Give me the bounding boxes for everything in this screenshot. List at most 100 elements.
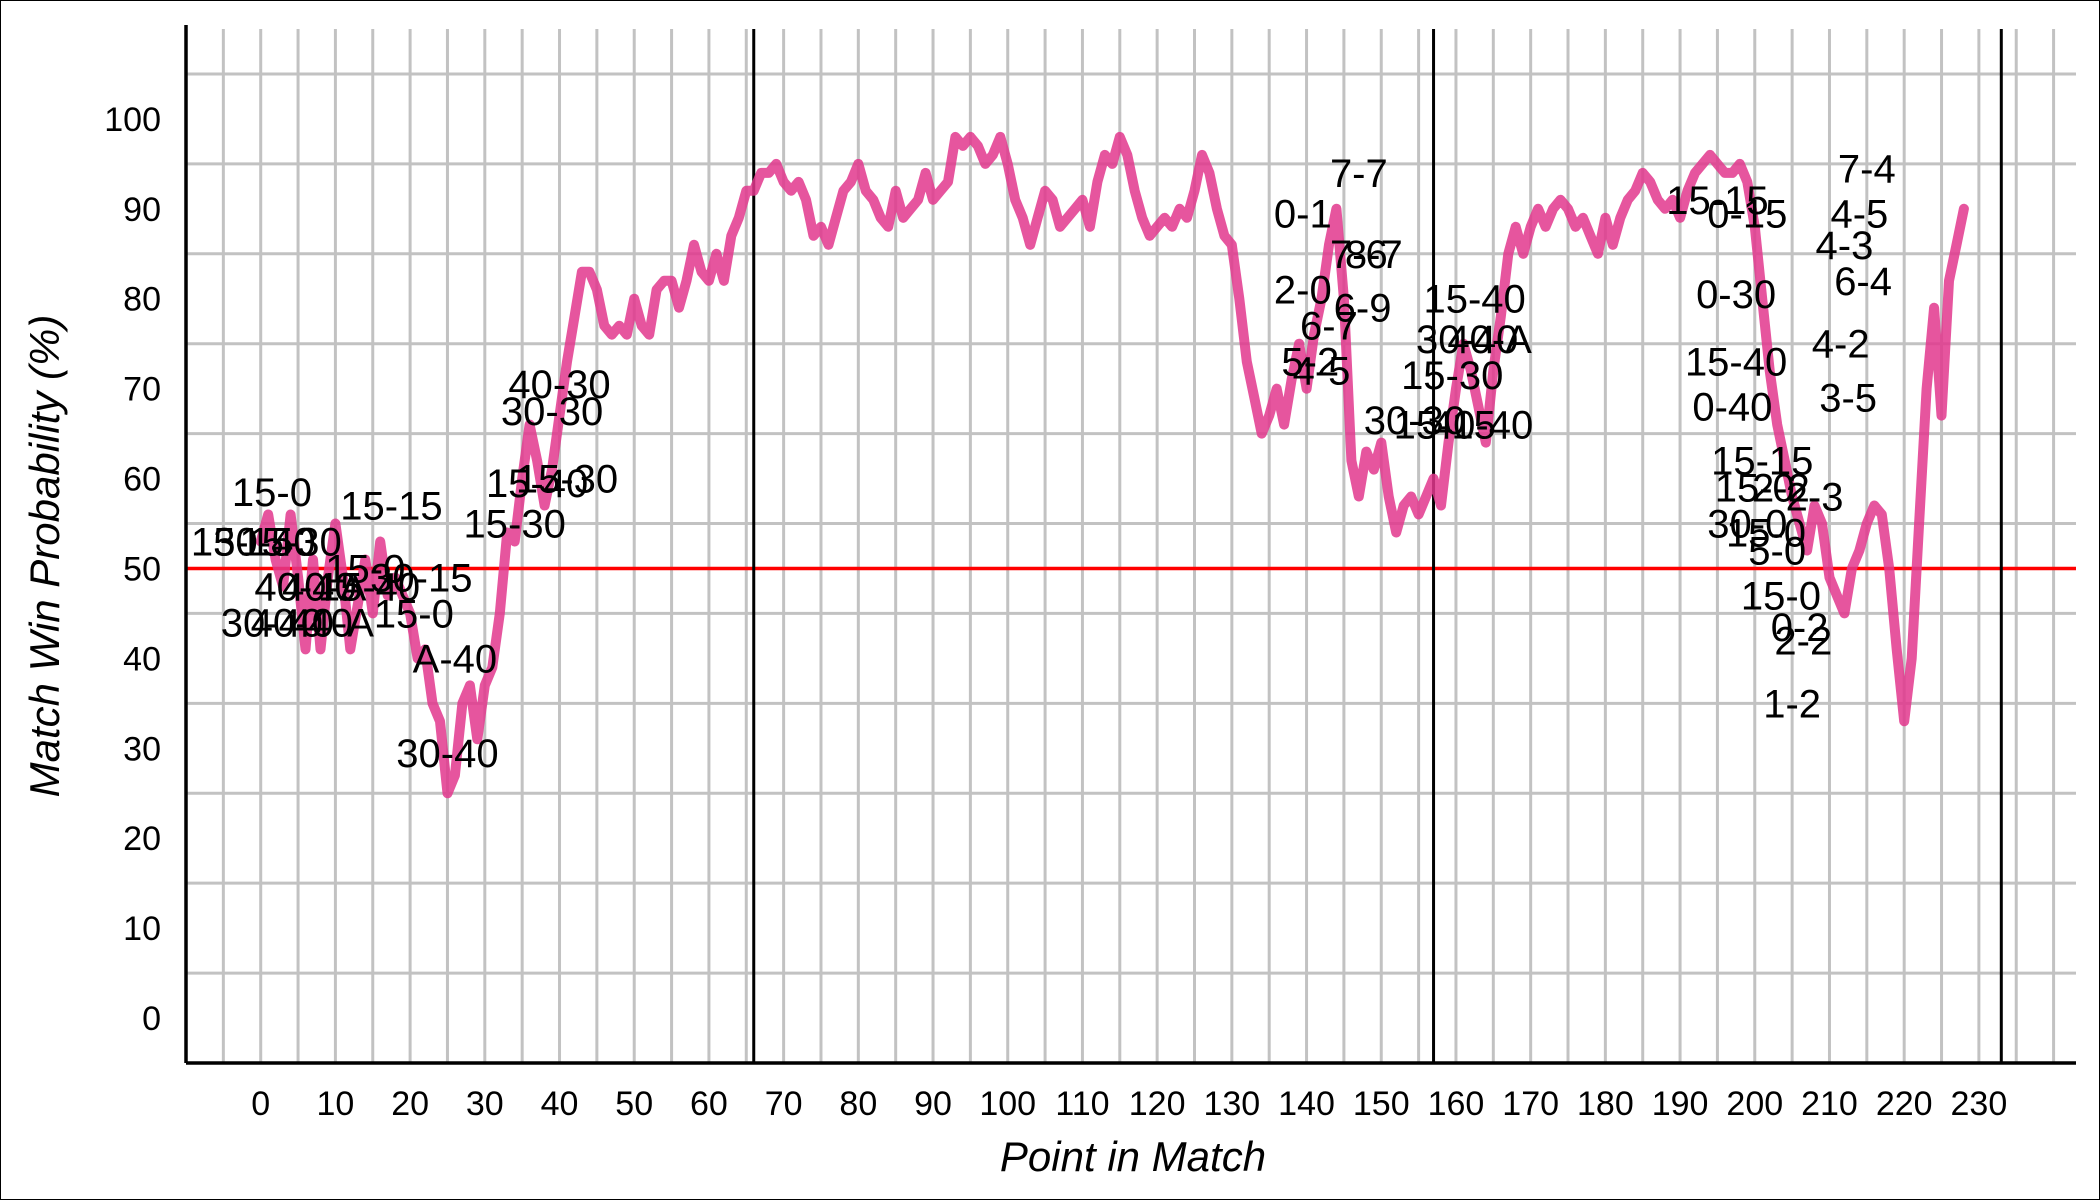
x-tick-label: 100 [979,1085,1036,1123]
x-tick-label: 0 [251,1085,270,1123]
score-annotation: 30-40 [1416,318,1518,362]
score-annotation: 15-15 [1394,404,1496,448]
score-annotation: 15-30 [1401,354,1503,398]
score-annotation: 15-0 [1715,467,1795,511]
score-annotation: 40-40 [1431,404,1533,448]
x-tick-label: 170 [1502,1085,1559,1123]
score-annotation: 15-15 [191,521,293,565]
score-annotation: 40-40 [254,565,356,609]
score-annotation: 4-5 [1830,192,1888,236]
score-annotation: 4-3 [1816,224,1874,268]
score-annotation: 5-0 [1748,529,1806,573]
x-tick-label: 20 [391,1085,429,1123]
score-annotation: 7-6 [1330,233,1388,277]
x-axis-title: Point in Match [1000,1133,1266,1180]
score-annotation: 4-5 [1293,350,1351,394]
y-tick-label: 100 [104,101,161,139]
score-annotation: 30-30 [1364,399,1466,443]
score-annotation: 1-2 [1763,682,1821,726]
score-annotation: 0-1 [1274,192,1332,236]
score-annotation: 15-0 [232,471,312,515]
score-annotation: 40-30 [508,363,610,407]
score-annotation: 7-7 [1330,152,1388,196]
x-tick-label: 50 [615,1085,653,1123]
score-annotation: 0-2 [1771,606,1829,650]
score-annotation: 15-40 [318,565,420,609]
score-annotation: 2-3 [1786,476,1844,520]
score-annotation: 2-0 [1274,269,1332,313]
score-annotation: 40-A [282,565,367,609]
score-annotation: 15-0 [1726,512,1806,556]
score-annotation: 15-0 [374,592,454,636]
score-annotation: 0-40 [1692,386,1772,430]
score-annotation: 6-7 [1300,305,1358,349]
x-tick-label: 40 [541,1085,579,1123]
x-tick-label: 130 [1203,1085,1260,1123]
score-annotation: 5-2 [1281,341,1339,385]
x-tick-label: 220 [1876,1085,1933,1123]
y-tick-label: 10 [123,910,161,948]
score-annotation: 40-A [289,601,374,645]
y-tick-label: 50 [123,550,161,588]
x-tick-label: 10 [316,1085,354,1123]
series-layer [255,131,1969,799]
score-annotation: 7-4 [1838,147,1896,191]
x-tick-label: 160 [1428,1085,1485,1123]
score-annotation: 15-0 [1741,574,1821,618]
score-annotation: 2-2 [1752,467,1810,511]
x-tick-label: 70 [765,1085,803,1123]
score-annotation: 15-15 [1711,440,1813,484]
x-tick-label: 60 [690,1085,728,1123]
score-annotation: 40-A [1447,318,1532,362]
score-annotation: 15-40 [1423,278,1525,322]
y-tick-label: 30 [123,730,161,768]
x-tick-label: 80 [839,1085,877,1123]
x-tick-label: 140 [1278,1085,1335,1123]
annotations: 15-015-1530-4015-3040-4040-A30-4040-4040… [191,147,1896,775]
score-annotation: 15-40 [486,462,588,506]
score-annotation: 30-40 [213,521,315,565]
score-annotation: 3-5 [1819,377,1877,421]
y-tick-label: 80 [123,281,161,319]
score-annotation: 30-15 [370,556,472,600]
y-tick-label: 60 [123,461,161,499]
x-tick-label: 150 [1353,1085,1410,1123]
score-annotation: 0-15 [1707,192,1787,236]
score-annotation: 40-40 [251,601,353,645]
series-line [255,131,1969,799]
score-annotation: 15-15 [340,485,442,529]
y-tick-label: 40 [123,640,161,678]
axes [184,25,2076,1065]
x-tick-label: 120 [1129,1085,1186,1123]
score-annotation: 30-40 [221,601,323,645]
set-boundary-layer [752,29,2003,1063]
score-annotation: 30-30 [501,390,603,434]
score-annotation: A-40 [413,637,498,681]
score-annotation: 15-40 [1685,341,1787,385]
score-annotation: 0-30 [1696,273,1776,317]
x-tick-label: 190 [1652,1085,1709,1123]
score-annotation: 15-30 [516,458,618,502]
y-tick-label: 70 [123,371,161,409]
score-annotation: 6-4 [1834,260,1892,304]
x-tick-label: 210 [1801,1085,1858,1123]
x-tick-label: 110 [1055,1085,1109,1123]
x-tick-label: 90 [914,1085,952,1123]
score-annotation: 30-0 [1707,503,1787,547]
score-annotation: 8-7 [1345,233,1403,277]
score-annotation: 2-2 [1774,619,1832,663]
x-tick-label: 200 [1726,1085,1783,1123]
score-annotation: 15-30 [464,503,566,547]
score-annotation: 4-2 [1812,323,1870,367]
score-annotation: 30-40 [396,732,498,776]
y-tick-label: 90 [123,191,161,229]
score-annotation: 15-0 [325,547,405,591]
tick-labels: 0 10 20 30 40 50 60 70 80 90 100 110 120 130 140 150 160… [104,101,2007,1123]
y-tick-label: 0 [142,1000,161,1038]
score-annotation: 15-15 [1666,179,1768,223]
x-tick-label: 230 [1951,1085,2008,1123]
y-tick-label: 20 [123,820,161,858]
y-axis-title: Match Win Probability (%) [21,315,68,798]
